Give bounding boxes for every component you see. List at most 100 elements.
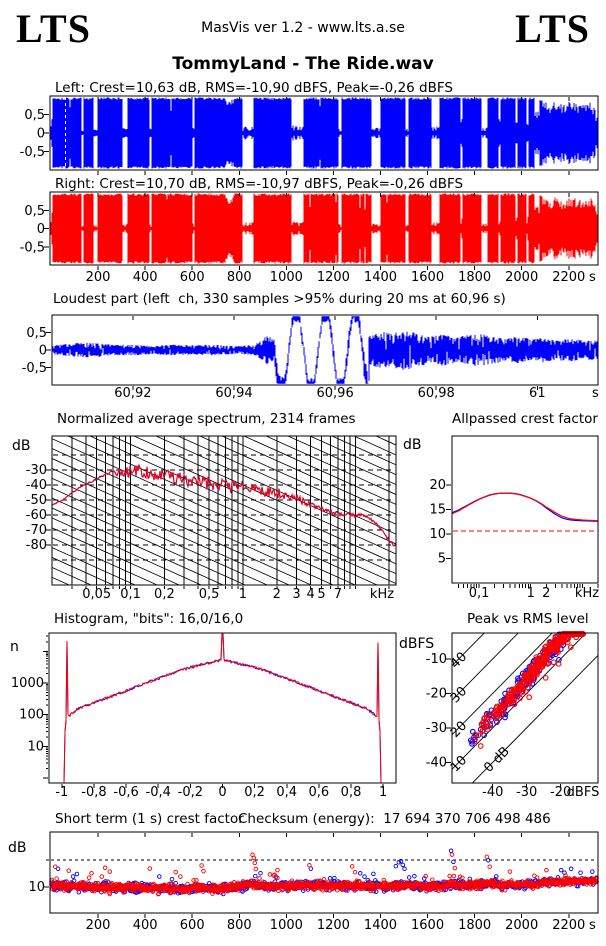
allpassed-curve-left	[451, 492, 599, 522]
y-axis-unit: dB	[403, 437, 422, 453]
x-tick-label: 0,1	[120, 587, 141, 602]
y-tick-label: -80	[26, 538, 47, 553]
x-tick-label: 1	[239, 587, 247, 602]
x-tick-label: -1	[55, 785, 68, 800]
peak-rms-title: Peak vs RMS level	[467, 611, 589, 627]
x-tick-label: 1800	[458, 918, 491, 933]
loudest-part-waveform	[52, 316, 598, 384]
panel-border	[51, 435, 397, 586]
track-title: TommyLand - The Ride.wav	[172, 54, 434, 74]
x-axis-unit: s	[589, 918, 596, 933]
x-axis-unit: kHz	[370, 587, 394, 602]
left-waveform	[50, 97, 598, 169]
x-tick-label: 2200	[552, 270, 585, 285]
y-tick-label: 0,5	[26, 326, 47, 341]
panel-border	[49, 831, 599, 914]
diagonal-label: 20	[448, 718, 470, 740]
diagonal-label: 10	[448, 753, 470, 775]
x-tick-label: 61	[529, 386, 546, 401]
x-tick-label: 60,98	[418, 386, 455, 401]
spectrum-grid	[52, 436, 396, 585]
y-tick-label: 15	[429, 503, 446, 518]
x-tick-label: 2000	[505, 918, 538, 933]
x-tick-label: 0,05	[82, 587, 111, 602]
y-tick-label: -70	[26, 523, 47, 538]
x-tick-label: 4	[306, 587, 314, 602]
logo-left: LTS	[16, 6, 91, 51]
x-tick-label: 600	[180, 270, 205, 285]
x-tick-label: 60,94	[215, 386, 252, 401]
x-tick-label: -40	[482, 785, 503, 800]
x-tick-label: 1000	[270, 270, 303, 285]
y-tick-label: 10	[27, 739, 44, 754]
x-tick-label: 1200	[317, 918, 350, 933]
spectrum-curve-right	[52, 463, 396, 547]
panel-border	[51, 314, 599, 386]
scatter-right	[471, 631, 586, 749]
y-tick-label: -40	[26, 478, 47, 493]
x-axis-unit: s	[589, 270, 596, 285]
x-tick-label: 600	[180, 918, 205, 933]
x-tick-label: 1200	[317, 270, 350, 285]
x-tick-label: -0,8	[81, 785, 106, 800]
x-tick-label: 7	[334, 587, 342, 602]
app-version-line: MasVis ver 1.2 - www.lts.a.se	[201, 20, 405, 36]
x-tick-label: 800	[227, 270, 252, 285]
y-tick-label: -10	[426, 652, 447, 667]
y-axis-unit: dB	[8, 840, 27, 856]
y-tick-label: 100	[19, 708, 44, 723]
x-tick-label: 0,5	[199, 587, 220, 602]
x-tick-label: 0,4	[276, 785, 297, 800]
x-tick-label: 1600	[411, 918, 444, 933]
x-tick-label: 1	[527, 586, 535, 601]
x-tick-label: 1400	[364, 918, 397, 933]
x-tick-label: 0,2	[154, 587, 175, 602]
x-axis-unit: kHz	[575, 586, 599, 601]
y-tick-label: -30	[426, 721, 447, 736]
x-tick-label: -0,6	[113, 785, 138, 800]
x-tick-label: 1600	[411, 270, 444, 285]
x-tick-label: 1000	[270, 918, 303, 933]
y-axis-unit: dB	[12, 438, 31, 454]
y-tick-label: -0,5	[20, 240, 45, 255]
right-wave-label: Right: Crest=10,70 dB, RMS=-10,97 dBFS, …	[55, 176, 464, 192]
x-tick-label: -0,2	[178, 785, 203, 800]
loudest-part-label: Loudest part (left ch, 330 samples >95% …	[53, 291, 506, 307]
y-tick-label: 0	[39, 344, 47, 359]
y-tick-label: 10	[429, 527, 446, 542]
x-tick-label: -30	[516, 785, 537, 800]
x-tick-label: 0,2	[244, 785, 265, 800]
x-tick-label: 200	[86, 270, 111, 285]
short-term-title: Short term (1 s) crest factor	[55, 811, 244, 827]
y-tick-label: 20	[429, 478, 446, 493]
diagonal-label: 0 dB	[481, 744, 513, 776]
panel-border	[49, 191, 599, 266]
x-tick-label: 2200	[552, 918, 585, 933]
panel-border	[48, 632, 397, 784]
y-tick-label: 0	[37, 127, 45, 142]
y-tick-label: -60	[26, 508, 47, 523]
y-tick-label: -30	[26, 463, 47, 478]
panel-border	[451, 435, 599, 584]
y-tick-label: 1000	[11, 676, 44, 691]
y-tick-label: -0,5	[20, 145, 45, 160]
x-tick-label: 2	[273, 587, 281, 602]
diagonal-label: 30	[448, 684, 470, 706]
y-tick-label: -50	[26, 493, 47, 508]
x-tick-label: 1800	[458, 270, 491, 285]
logo-right: LTS	[515, 6, 590, 51]
y-tick-label: 10	[28, 880, 45, 895]
checksum-text: Checksum (energy): 17 694 370 706 498 48…	[238, 811, 551, 827]
x-tick-label: 1400	[364, 270, 397, 285]
shortterm-scatter-right	[49, 852, 599, 897]
x-tick-label: 0,8	[341, 785, 362, 800]
scatter-left	[467, 631, 586, 747]
x-tick-label: 400	[133, 918, 158, 933]
x-tick-label: 5	[317, 587, 325, 602]
diagonal-label: 40	[448, 649, 470, 671]
x-tick-label: 1	[379, 785, 387, 800]
y-tick-label: -0,5	[22, 361, 47, 376]
x-axis-unit: s	[592, 386, 599, 401]
